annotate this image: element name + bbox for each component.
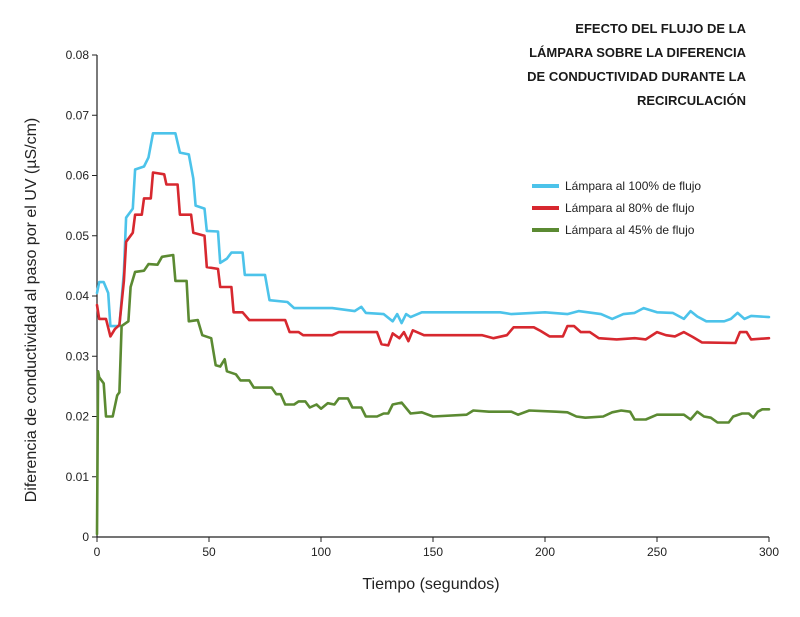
x-tick-label: 50 <box>202 545 216 559</box>
x-tick-label: 200 <box>535 545 555 559</box>
y-tick-label: 0 <box>82 530 89 544</box>
chart-title-line-1: EFECTO DEL FLUJO DE LA <box>575 21 746 36</box>
chart-title-line-3: DE CONDUCTIVIDAD DURANTE LA <box>527 69 746 84</box>
x-tick-label: 300 <box>759 545 779 559</box>
y-tick-label: 0.06 <box>66 169 90 183</box>
y-tick-label: 0.08 <box>66 48 90 62</box>
y-tick-label: 0.02 <box>66 410 90 424</box>
x-tick-label: 100 <box>311 545 331 559</box>
series-line-2 <box>95 171 771 347</box>
y-tick-label: 0.04 <box>66 289 90 303</box>
y-tick-label: 0.01 <box>66 470 90 484</box>
legend-label-3: Lámpara al 45% de flujo <box>565 223 695 237</box>
series-line-3 <box>95 253 771 536</box>
x-axis-label: Tiempo (segundos) <box>362 576 499 593</box>
legend: Lámpara al 100% de flujo Lámpara al 80% d… <box>532 179 701 237</box>
legend-label-2: Lámpara al 80% de flujo <box>565 201 695 215</box>
series-line-1 <box>95 132 771 328</box>
x-tick-label: 150 <box>423 545 443 559</box>
x-tick-label: 0 <box>94 545 101 559</box>
x-ticks: 0 50 100 150 200 250 300 <box>94 537 779 559</box>
series-lines <box>95 132 771 536</box>
x-tick-label: 250 <box>647 545 667 559</box>
chart-title-line-2: LÁMPARA SOBRE LA DIFERENCIA <box>529 45 747 60</box>
y-tick-label: 0.07 <box>66 108 90 122</box>
y-tick-label: 0.03 <box>66 349 90 363</box>
y-tick-label: 0.05 <box>66 229 90 243</box>
y-axis-label: Diferencia de conductividad al paso por … <box>23 118 40 503</box>
chart-title-line-4: RECIRCULACIÓN <box>637 93 746 108</box>
legend-label-1: Lámpara al 100% de flujo <box>565 179 701 193</box>
y-ticks: 0 0.01 0.02 0.03 0.04 0.05 0.06 0.07 0.08 <box>66 48 97 544</box>
